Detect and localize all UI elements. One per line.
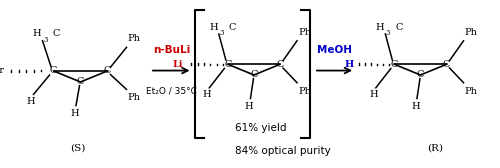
Text: Ph: Ph bbox=[298, 87, 311, 96]
Text: Br: Br bbox=[0, 66, 4, 75]
Text: MeOH: MeOH bbox=[317, 45, 352, 55]
Text: Ph: Ph bbox=[128, 34, 140, 44]
Text: C: C bbox=[104, 66, 111, 75]
Text: H: H bbox=[411, 102, 420, 111]
Text: 61% yield: 61% yield bbox=[235, 123, 286, 133]
Text: H: H bbox=[209, 23, 218, 32]
Text: (R): (R) bbox=[427, 143, 443, 152]
Text: Li: Li bbox=[173, 60, 184, 69]
Text: H: H bbox=[344, 60, 354, 69]
Text: C: C bbox=[229, 23, 236, 32]
Text: H: H bbox=[376, 23, 384, 32]
Text: C: C bbox=[50, 66, 57, 75]
Text: Et₂O / 35°C: Et₂O / 35°C bbox=[146, 86, 197, 95]
Text: C: C bbox=[390, 60, 398, 69]
Text: C: C bbox=[396, 23, 402, 32]
Text: H: H bbox=[26, 97, 36, 106]
Text: H: H bbox=[244, 102, 254, 111]
Text: H: H bbox=[369, 90, 378, 99]
Text: 84% optical purity: 84% optical purity bbox=[235, 146, 331, 156]
Text: H: H bbox=[70, 109, 79, 118]
Text: Ph: Ph bbox=[464, 87, 477, 96]
Text: C: C bbox=[224, 60, 232, 69]
Text: (S): (S) bbox=[70, 143, 85, 152]
Text: C: C bbox=[250, 71, 258, 79]
Text: H: H bbox=[202, 90, 211, 99]
Text: 3: 3 bbox=[386, 29, 390, 37]
Text: C: C bbox=[417, 71, 424, 79]
Text: C: C bbox=[443, 60, 450, 69]
Text: n-BuLi: n-BuLi bbox=[153, 45, 190, 55]
Text: C: C bbox=[52, 29, 60, 38]
Text: Ph: Ph bbox=[298, 28, 311, 37]
Text: Ph: Ph bbox=[464, 28, 477, 37]
Text: Ph: Ph bbox=[128, 93, 140, 102]
Text: 3: 3 bbox=[220, 29, 224, 37]
Text: H: H bbox=[33, 29, 42, 38]
Text: C: C bbox=[276, 60, 283, 69]
Text: 3: 3 bbox=[43, 36, 48, 44]
Text: C: C bbox=[77, 77, 84, 87]
